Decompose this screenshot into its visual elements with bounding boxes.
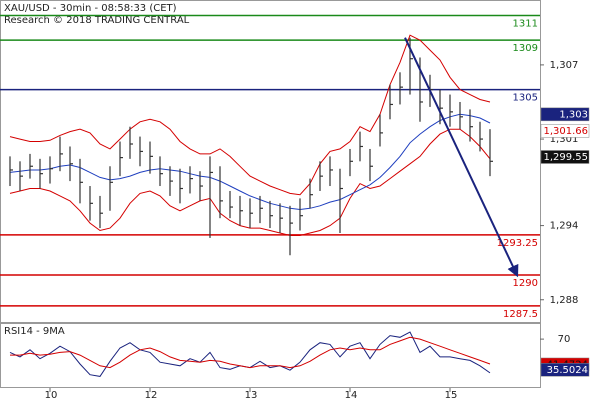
y-tick-label: 70	[558, 334, 571, 345]
chart-title: XAU/USD - 30min - 08:58:33 (CET)	[4, 3, 177, 14]
rsi-title: RSI14 - 9MA	[4, 326, 65, 337]
level-label: 1287.5	[503, 309, 538, 320]
x-tick-label: 13	[245, 390, 258, 400]
chart-subtitle: Research © 2018 TRADING CENTRAL	[4, 15, 190, 26]
overlay-line	[9, 113, 491, 211]
price-tag	[540, 124, 590, 138]
price-tag-label: 1,303	[559, 109, 588, 120]
overlay-line	[9, 34, 491, 196]
y-tick-label: 1,301	[550, 134, 579, 145]
x-tick-label: 12	[145, 390, 158, 400]
rsi-panel	[0, 323, 541, 388]
price-tag	[540, 107, 590, 122]
level-label: 1290	[513, 278, 538, 289]
price-tag	[540, 363, 590, 377]
price-panel	[0, 0, 541, 323]
x-tick-label: 10	[45, 390, 58, 400]
level-label: 1293.25	[497, 238, 538, 249]
level-label: 1311	[513, 18, 538, 29]
price-tag-label: 1,301.66	[543, 126, 588, 137]
trend-arrow	[404, 37, 519, 278]
level-label: 1309	[513, 43, 538, 54]
price-tag	[540, 150, 590, 164]
x-tick-label: 15	[445, 390, 458, 400]
price-tag-label: 35.5024	[547, 365, 588, 376]
y-tick-label: 1,288	[550, 295, 579, 306]
level-label: 1305	[513, 93, 538, 104]
price-tag-label: 1,299.55	[543, 152, 588, 163]
y-tick-label: 1,294	[550, 221, 579, 232]
overlay-line	[9, 128, 491, 236]
x-tick-label: 14	[345, 390, 358, 400]
rsi-line	[10, 336, 491, 369]
y-tick-label: 1,307	[550, 60, 579, 71]
